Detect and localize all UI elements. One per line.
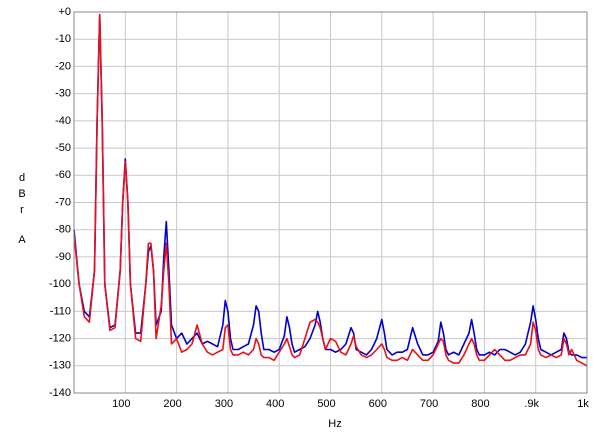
y-tick-label: -50 [55,142,71,154]
x-tick-label: 300 [215,398,233,410]
x-tick-label: 400 [266,398,284,410]
x-tick-label: 700 [420,398,438,410]
x-tick-label: 200 [163,398,181,410]
x-tick-label: 1k [577,398,589,410]
x-tick-label: 500 [317,398,335,410]
y-tick-label: -30 [55,88,71,100]
y-tick-label: -120 [49,332,71,344]
x-tick-label: 600 [369,398,387,410]
y-axis-label: d [19,172,25,184]
x-tick-label: 800 [471,398,489,410]
y-tick-label: -90 [55,251,71,263]
plot-frame [73,11,588,394]
y-tick-label: -80 [55,224,71,236]
y-axis-label: r [20,204,24,216]
x-tick-label: .9k [524,398,539,410]
y-tick-label: -140 [49,387,71,399]
y-tick-label: -100 [49,278,71,290]
y-tick-label: -40 [55,115,71,127]
y-tick-label: +0 [58,6,71,18]
y-tick-label: -110 [50,305,71,317]
y-axis-label: A [18,234,26,246]
y-tick-label: -10 [55,33,71,45]
x-tick-label: 100 [112,398,130,410]
x-axis-label: Hz [328,418,341,430]
y-tick-label: -130 [49,360,71,372]
series-line [73,13,588,367]
y-tick-label: -60 [55,169,71,181]
y-tick-label: -20 [55,60,71,72]
y-tick-label: -70 [55,196,71,208]
y-axis-label: B [18,188,25,200]
